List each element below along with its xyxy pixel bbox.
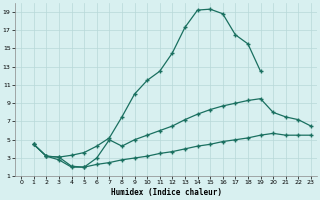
X-axis label: Humidex (Indice chaleur): Humidex (Indice chaleur)	[110, 188, 221, 197]
